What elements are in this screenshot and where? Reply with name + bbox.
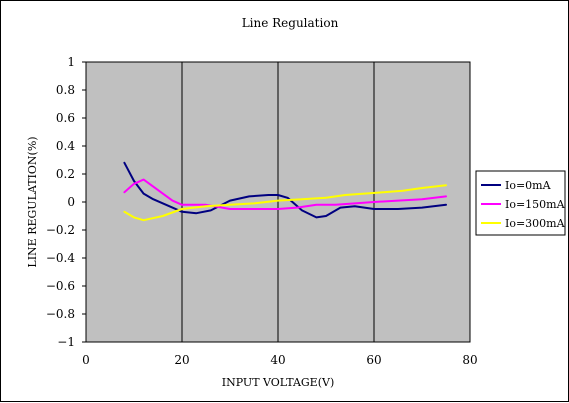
- legend-label: Io=0mA: [505, 179, 552, 192]
- y-tick-label: 0.2: [56, 167, 75, 181]
- x-tick-label: 80: [462, 353, 477, 367]
- data-series: [123, 161, 447, 222]
- tick-labels: 0 20 40 60 80 1 0.8 0.6 0.4 0.2 0 −0.2 −0.4 −0.6 −0.8 −…: [46, 55, 478, 367]
- grid-lines: [82, 61, 375, 343]
- x-tick-label: 0: [82, 353, 90, 367]
- y-tick-label: 1: [67, 55, 75, 69]
- y-tick-label: −1: [57, 335, 75, 349]
- series-line-io-0ma: [123, 161, 447, 219]
- x-tick-label: 60: [366, 353, 381, 367]
- y-tick-label: −0.6: [46, 279, 75, 293]
- x-tick-label: 20: [174, 353, 189, 367]
- y-tick-label: 0.6: [56, 111, 75, 125]
- series-line-io-300ma: [123, 184, 447, 222]
- x-axis-label: INPUT VOLTAGE(V): [222, 376, 334, 389]
- legend: Io=0mA Io=150mA Io=300mA: [475, 170, 566, 236]
- y-tick-label: 0.4: [56, 139, 75, 153]
- legend-label: Io=150mA: [505, 198, 566, 211]
- y-tick-label: 0: [67, 195, 75, 209]
- y-tick-label: −0.2: [46, 223, 75, 237]
- x-tick-label: 40: [270, 353, 285, 367]
- y-tick-label: −0.4: [46, 251, 76, 265]
- series-line-io-150ma: [123, 178, 447, 210]
- y-axis-label: LINE REGULATION(%): [26, 136, 39, 267]
- y-tick-label: −0.8: [46, 307, 75, 321]
- legend-label: Io=300mA: [505, 217, 566, 230]
- chart-title: Line Regulation: [242, 16, 339, 30]
- y-tick-label: 0.8: [56, 83, 75, 97]
